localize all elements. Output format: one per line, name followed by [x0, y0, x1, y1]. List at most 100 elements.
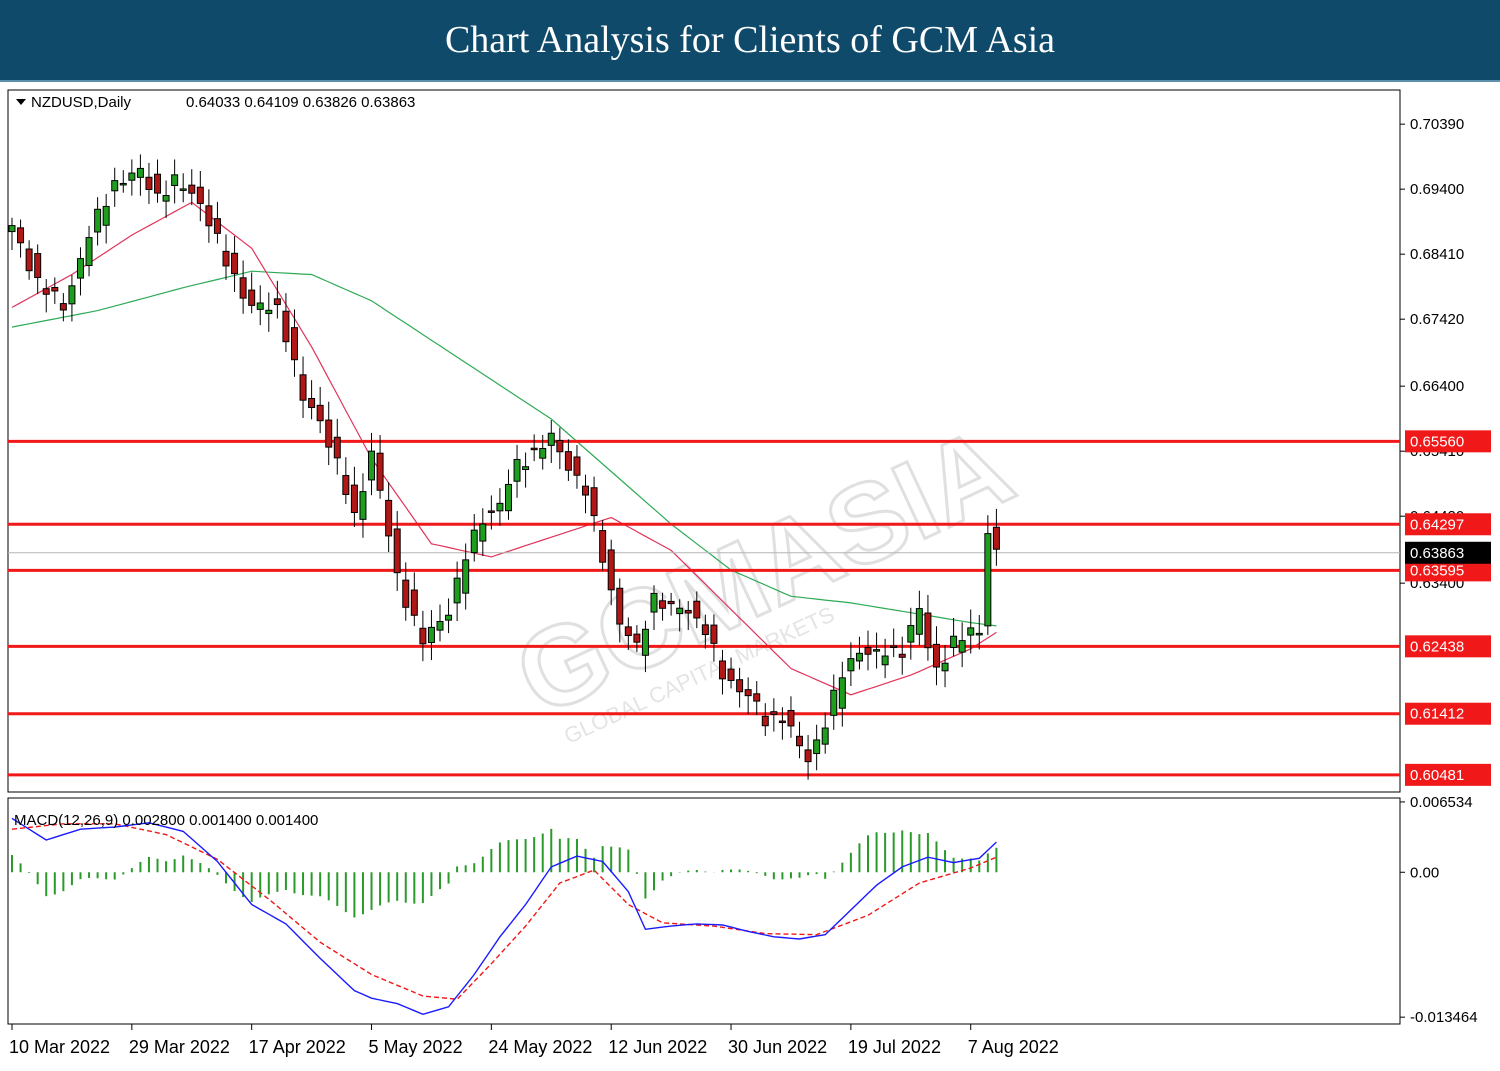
- candle-body: [487, 510, 495, 513]
- candle-body: [753, 693, 761, 702]
- candle-body: [248, 289, 256, 306]
- candle-body: [17, 227, 25, 244]
- candle-body: [984, 533, 992, 627]
- candle: [325, 401, 333, 466]
- candle: [607, 539, 615, 606]
- candle-body: [915, 608, 923, 635]
- candle: [316, 386, 324, 434]
- candle: [436, 604, 444, 642]
- candle-body: [530, 447, 538, 451]
- candle: [376, 435, 384, 499]
- candle: [145, 162, 153, 204]
- candle: [342, 457, 350, 505]
- candle: [890, 628, 898, 658]
- candle-body: [256, 302, 264, 310]
- candle-body: [179, 188, 187, 191]
- candle: [410, 572, 418, 627]
- candle-body: [539, 447, 547, 459]
- candle-body: [736, 679, 744, 693]
- candle: [8, 217, 16, 250]
- candle: [205, 189, 213, 243]
- candlesticks: [8, 154, 1000, 780]
- candle-body: [975, 632, 983, 636]
- candle: [162, 180, 170, 218]
- candle-body: [427, 626, 435, 644]
- candle-body: [196, 186, 204, 204]
- header-banner: Chart Analysis for Clients of GCM Asia: [0, 0, 1500, 82]
- candle: [85, 225, 93, 277]
- candle: [171, 159, 179, 204]
- candle: [427, 610, 435, 661]
- candle: [290, 309, 298, 377]
- candle: [51, 277, 59, 304]
- candle: [239, 260, 247, 314]
- candle: [513, 444, 521, 498]
- date-label-3: 5 May 2022: [369, 1037, 463, 1057]
- candle-body: [761, 715, 769, 727]
- candle-body: [522, 466, 530, 471]
- candle: [119, 170, 127, 193]
- candle-body: [616, 587, 624, 625]
- candle: [676, 599, 684, 632]
- candle-body: [51, 286, 59, 292]
- candle-body: [376, 452, 384, 491]
- candle: [599, 519, 607, 571]
- candle: [967, 609, 975, 654]
- candle-body: [727, 668, 735, 681]
- candle-body: [813, 739, 821, 755]
- candle-body: [830, 689, 838, 716]
- candle-body: [967, 627, 975, 636]
- date-label-7: 19 Jul 2022: [848, 1037, 941, 1057]
- candle: [94, 197, 102, 246]
- candle-body: [265, 309, 273, 315]
- date-axis: 10 Mar 2022 29 Mar 2022 17 Apr 2022 5 May 2…: [9, 1024, 1059, 1057]
- candle-body: [864, 646, 872, 655]
- macd-tick-label-0: 0.006534: [1410, 794, 1473, 811]
- candle: [847, 642, 855, 687]
- candle-body: [34, 253, 42, 279]
- candle-body: [504, 483, 512, 512]
- candle: [453, 561, 461, 621]
- candle: [796, 721, 804, 759]
- candle-body: [676, 607, 684, 615]
- candle-body: [436, 621, 444, 631]
- candle: [17, 219, 25, 258]
- candle: [641, 620, 649, 673]
- candle-body: [385, 499, 393, 537]
- candle: [813, 724, 821, 771]
- candle-body: [102, 205, 110, 226]
- candle-body: [462, 559, 470, 594]
- candle-body: [410, 589, 418, 616]
- sr-label-3: 0.62438: [1410, 638, 1464, 655]
- sr-label-4: 0.61412: [1410, 706, 1464, 723]
- candle: [539, 435, 547, 470]
- candle: [496, 488, 504, 526]
- candle-body: [239, 277, 247, 299]
- candle: [718, 649, 726, 695]
- candle-body: [804, 749, 812, 763]
- candle-body: [402, 579, 410, 608]
- candle-body: [684, 609, 692, 614]
- symbol-dropdown-icon[interactable]: [16, 99, 26, 105]
- candle-body: [650, 592, 658, 613]
- candle-body: [445, 614, 453, 621]
- support-resistance-lines: 0.65560 0.64297 0.63595 0.62438 0.61412 0.604…: [8, 430, 1491, 786]
- sr-label-bg-5: [1405, 763, 1491, 786]
- candle-body: [847, 658, 855, 672]
- date-label-2: 17 Apr 2022: [249, 1037, 346, 1057]
- candle: [256, 285, 264, 326]
- candle-body: [128, 172, 136, 181]
- candle-body: [958, 640, 966, 653]
- candle-body: [787, 709, 795, 727]
- candle-body: [111, 180, 119, 192]
- candle-body: [368, 450, 376, 481]
- candle: [59, 293, 67, 322]
- price-chart[interactable]: GCMASIA GLOBAL CAPITAL MARKETS 0.703900.…: [0, 86, 1500, 1071]
- candle: [881, 638, 889, 679]
- candle: [984, 515, 992, 636]
- candle: [556, 427, 564, 470]
- candle: [761, 703, 769, 737]
- candle: [231, 236, 239, 292]
- candle-body: [659, 600, 667, 609]
- candle: [273, 280, 281, 319]
